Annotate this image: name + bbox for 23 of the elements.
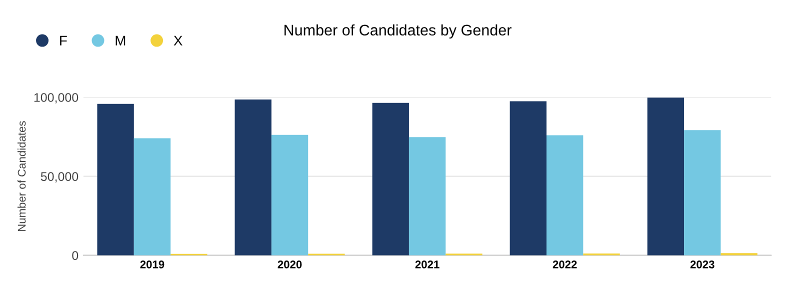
y-axis-title: Number of Candidates: [18, 121, 26, 231]
bar: [546, 135, 584, 256]
legend-label: F: [60, 36, 67, 46]
bar: [234, 99, 272, 256]
x-tick-label: 2020: [278, 260, 302, 268]
bar: [647, 98, 684, 256]
bar: [134, 138, 171, 256]
bar: [271, 134, 308, 256]
legend-label: M: [116, 36, 126, 46]
bar: [97, 104, 134, 256]
x-tick-label: 2023: [690, 260, 714, 268]
x-tick-label: 2019: [140, 260, 164, 268]
x-tick-label: 2022: [552, 260, 577, 268]
legend-label: X: [174, 36, 182, 46]
bar: [510, 101, 547, 256]
y-tick-label: 50,000: [40, 172, 78, 182]
y-tick-label: 100,000: [34, 93, 78, 104]
chart-title: Number of Candidates by Gender: [284, 24, 512, 39]
x-tick-label: 2021: [415, 260, 440, 268]
bar: [684, 130, 721, 256]
bar: [372, 102, 409, 256]
bar: [408, 137, 446, 256]
y-tick-label: 0: [72, 251, 78, 260]
